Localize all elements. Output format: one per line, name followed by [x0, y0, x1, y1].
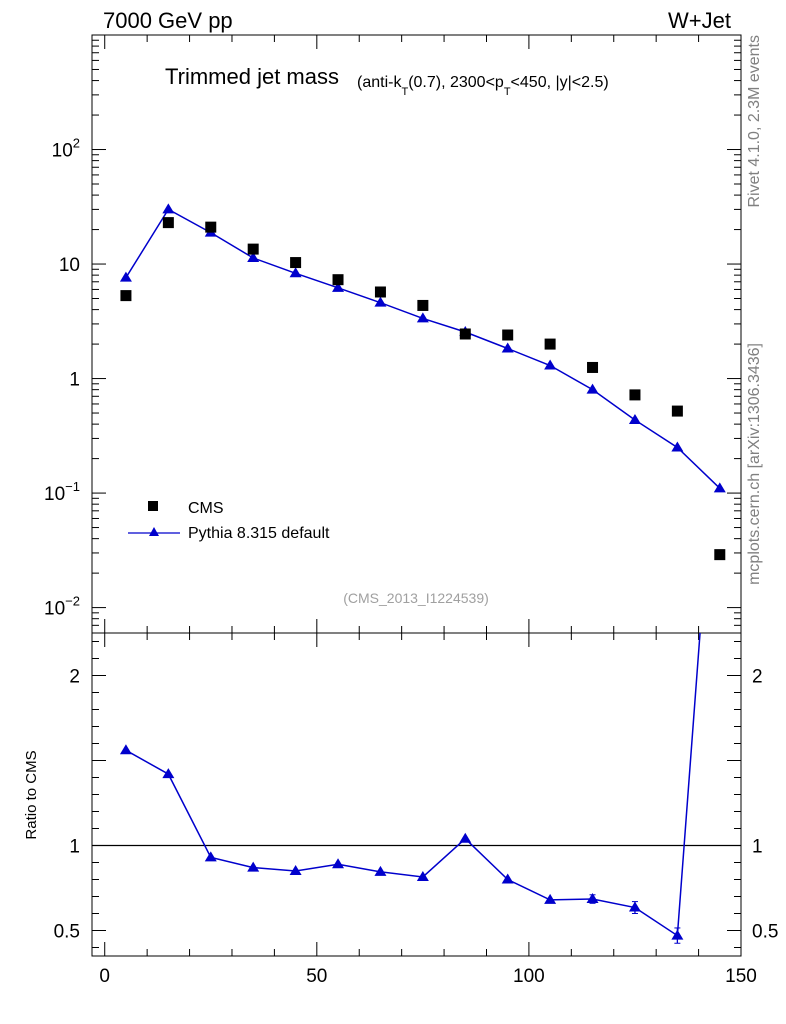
- cms-point: [544, 338, 556, 350]
- x-tick-label: 150: [725, 966, 757, 987]
- x-tick-label: 50: [306, 966, 327, 987]
- pythia-point: [119, 271, 132, 282]
- ratio-point: [162, 768, 175, 779]
- pythia-point: [374, 296, 387, 307]
- pythia-point: [671, 441, 684, 452]
- ratio-point: [628, 901, 641, 912]
- ratio-point: [671, 929, 684, 940]
- cms-point: [120, 290, 132, 302]
- chart-title: Trimmed jet mass: [165, 64, 339, 89]
- ratio-point: [119, 744, 132, 755]
- cms-point: [247, 243, 259, 255]
- chart-subtitle: (anti-kT(0.7), 2300<pT<450, |y|<2.5): [357, 74, 609, 98]
- pythia-point: [544, 359, 557, 370]
- ratio-frame: [91, 632, 742, 957]
- cms-point: [162, 217, 174, 229]
- pythia-point: [162, 203, 175, 214]
- cms-point: [205, 221, 217, 233]
- cms-point: [714, 549, 726, 561]
- main-frame: [91, 34, 742, 634]
- ratio-y-tick-label-right: 2: [752, 667, 763, 688]
- x-tick-label: 0: [99, 966, 110, 987]
- cms-point: [290, 257, 302, 269]
- cms-point: [417, 299, 429, 311]
- mcplots-label: mcplots.cern.ch [arXiv:1306.3436]: [746, 343, 763, 585]
- y-tick-label: 102: [52, 136, 80, 162]
- ratio-panel: 0 50 100 150 0.5 0.5 1 1 2 2: [54, 364, 778, 987]
- ratio-y-tick-label-right: 0.5: [752, 922, 778, 943]
- cms-point: [629, 389, 641, 401]
- y-tick-label: 1: [69, 370, 80, 391]
- header-left: 7000 GeV pp: [103, 8, 233, 33]
- ratio-ylabel: Ratio to CMS: [23, 750, 40, 839]
- ratio-point: [204, 851, 217, 862]
- ratio-point: [247, 861, 260, 872]
- ratio-y-tick-label-left: 0.5: [54, 922, 80, 943]
- ratio-point: [332, 858, 345, 869]
- ratio-y-tick-label-right: 1: [752, 837, 763, 858]
- pythia-point: [586, 383, 599, 394]
- y-tick-label: 10: [59, 255, 80, 276]
- ratio-point: [501, 873, 514, 884]
- ratio-point: [289, 865, 302, 875]
- y-tick-label: 10−1: [44, 479, 80, 505]
- pythia-point: [247, 251, 260, 262]
- cms-point: [374, 286, 386, 298]
- ratio-data: [119, 364, 726, 944]
- cms-point: [502, 329, 514, 341]
- y-tick-label: 10−2: [44, 594, 80, 620]
- main-data: [119, 203, 726, 561]
- watermark: (CMS_2013_I1224539): [343, 590, 489, 606]
- rivet-label: Rivet 4.1.0, 2.3M events: [746, 35, 763, 208]
- legend-cms-label: CMS: [188, 500, 224, 517]
- pythia-point: [416, 312, 429, 323]
- ratio-y-tick-label-left: 1: [69, 837, 80, 858]
- legend-pythia-label: Pythia 8.315 default: [188, 525, 330, 542]
- ratio-point: [544, 893, 557, 904]
- x-tick-label: 100: [513, 966, 545, 987]
- cms-point: [587, 361, 599, 373]
- pythia-point: [713, 482, 726, 493]
- pythia-point: [289, 267, 302, 278]
- pythia-point: [501, 342, 514, 353]
- cms-point: [332, 274, 344, 286]
- ratio-point: [586, 893, 599, 904]
- ratio-point: [374, 865, 387, 876]
- legend-pythia-marker: [149, 527, 159, 536]
- header-right: W+Jet: [668, 8, 731, 33]
- ratio-point: [714, 364, 726, 374]
- legend: CMS Pythia 8.315 default: [128, 500, 330, 542]
- pythia-point: [628, 413, 641, 424]
- cms-point: [671, 405, 683, 417]
- legend-cms-marker: [148, 501, 158, 511]
- ratio-point: [459, 832, 472, 843]
- main-panel: 10−2 10−1 1 10 102: [44, 34, 742, 634]
- ratio-y-tick-label-left: 2: [69, 667, 80, 688]
- pythia-point: [332, 281, 345, 292]
- ratio-point: [416, 870, 429, 881]
- pythia-line: [125, 208, 721, 489]
- cms-point: [459, 328, 471, 340]
- ratio-line: [125, 633, 701, 937]
